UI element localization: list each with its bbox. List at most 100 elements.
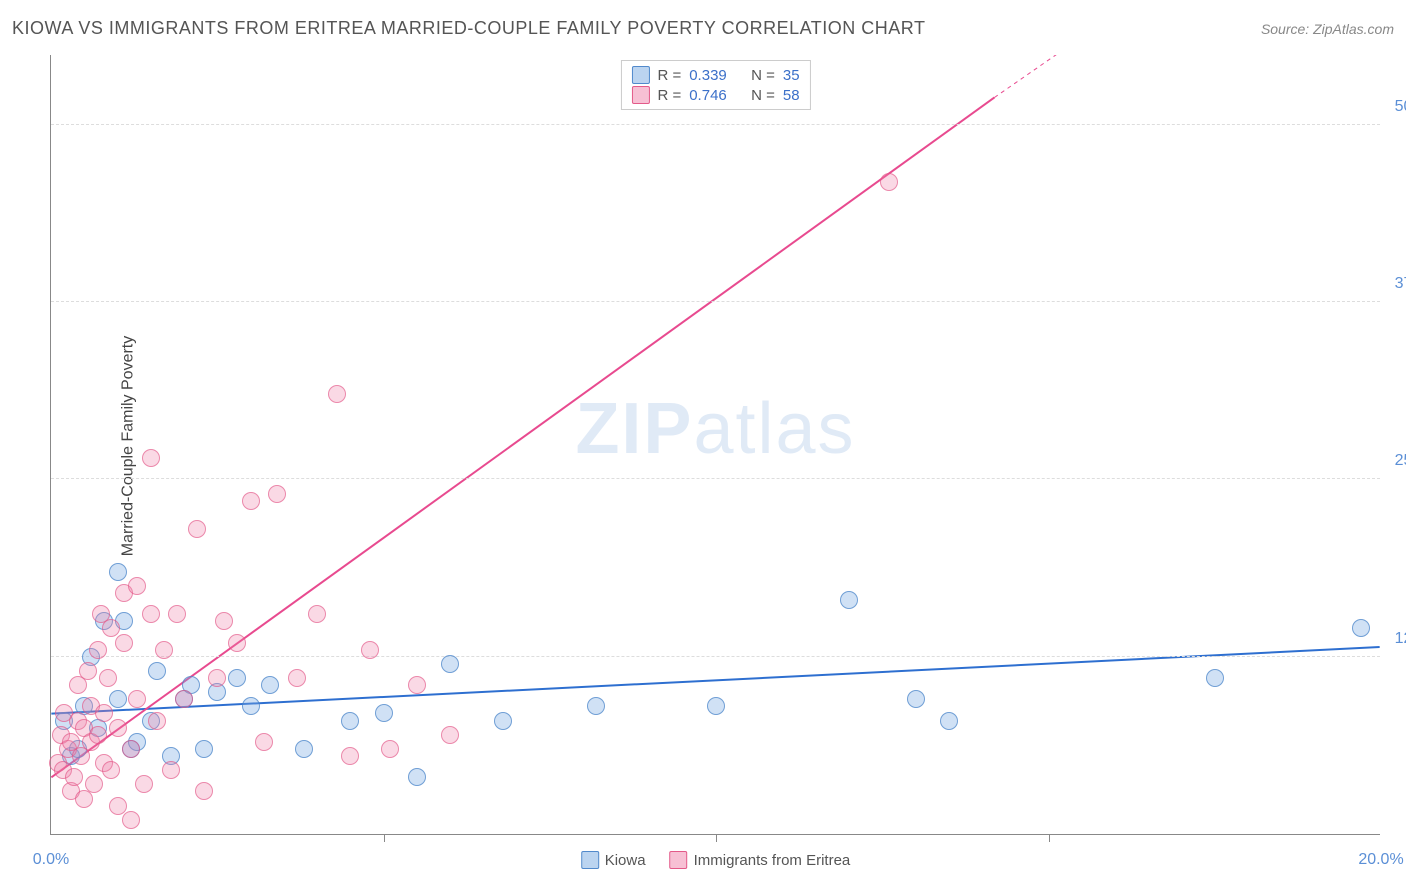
data-point	[95, 704, 113, 722]
grid-line	[51, 656, 1380, 657]
data-point	[940, 712, 958, 730]
chart-title: KIOWA VS IMMIGRANTS FROM ERITREA MARRIED…	[12, 18, 925, 39]
data-point	[375, 704, 393, 722]
data-point	[109, 690, 127, 708]
data-point	[228, 669, 246, 687]
data-point	[408, 768, 426, 786]
data-point	[1352, 619, 1370, 637]
stat-row-kiowa: R = 0.339 N = 35	[631, 65, 799, 85]
data-point	[195, 740, 213, 758]
n-label: N =	[751, 67, 775, 84]
data-point	[148, 712, 166, 730]
data-point	[295, 740, 313, 758]
data-point	[408, 676, 426, 694]
data-point	[89, 641, 107, 659]
n-label: N =	[751, 87, 775, 104]
data-point	[261, 676, 279, 694]
r-label: R =	[657, 87, 681, 104]
swatch-blue-icon	[581, 851, 599, 869]
data-point	[142, 449, 160, 467]
data-point	[148, 662, 166, 680]
data-point	[79, 662, 97, 680]
swatch-pink-icon	[670, 851, 688, 869]
grid-line	[51, 124, 1380, 125]
data-point	[122, 740, 140, 758]
data-point	[328, 385, 346, 403]
x-tick-label: 0.0%	[33, 851, 69, 869]
watermark-light: atlas	[693, 389, 855, 469]
data-point	[168, 605, 186, 623]
y-tick-label: 37.5%	[1385, 275, 1406, 293]
watermark-bold: ZIP	[575, 389, 693, 469]
legend-item-kiowa: Kiowa	[581, 851, 646, 869]
data-point	[155, 641, 173, 659]
data-point	[288, 669, 306, 687]
data-point	[162, 761, 180, 779]
data-point	[341, 712, 359, 730]
data-point	[122, 811, 140, 829]
data-point	[109, 797, 127, 815]
data-point	[880, 173, 898, 191]
data-point	[85, 775, 103, 793]
data-point	[109, 719, 127, 737]
grid-line	[51, 301, 1380, 302]
watermark: ZIPatlas	[575, 388, 855, 470]
data-point	[188, 520, 206, 538]
x-tick	[384, 834, 385, 842]
r-label: R =	[657, 67, 681, 84]
legend-label-kiowa: Kiowa	[605, 852, 646, 869]
data-point	[907, 690, 925, 708]
data-point	[215, 612, 233, 630]
data-point	[587, 697, 605, 715]
title-bar: KIOWA VS IMMIGRANTS FROM ERITREA MARRIED…	[12, 18, 1394, 39]
data-point	[242, 697, 260, 715]
data-point	[1206, 669, 1224, 687]
stat-row-eritrea: R = 0.746 N = 58	[631, 85, 799, 105]
y-tick-label: 25.0%	[1385, 452, 1406, 470]
data-point	[341, 747, 359, 765]
x-tick	[1049, 834, 1050, 842]
legend-item-eritrea: Immigrants from Eritrea	[670, 851, 851, 869]
data-point	[102, 619, 120, 637]
data-point	[99, 669, 117, 687]
data-point	[441, 726, 459, 744]
data-point	[208, 669, 226, 687]
data-point	[228, 634, 246, 652]
trend-lines-svg	[51, 55, 1380, 834]
x-tick-label: 20.0%	[1358, 851, 1403, 869]
bottom-legend: Kiowa Immigrants from Eritrea	[581, 851, 851, 869]
data-point	[175, 690, 193, 708]
grid-line	[51, 478, 1380, 479]
n-value-eritrea: 58	[783, 87, 800, 104]
swatch-pink-icon	[631, 86, 649, 104]
plot-area: ZIPatlas R = 0.339 N = 35 R = 0.746 N = …	[50, 55, 1380, 835]
data-point	[115, 634, 133, 652]
trend-line	[51, 97, 994, 777]
trend-line-dashed	[994, 55, 1127, 97]
source-label: Source: ZipAtlas.com	[1261, 21, 1394, 37]
data-point	[102, 761, 120, 779]
n-value-kiowa: 35	[783, 67, 800, 84]
data-point	[381, 740, 399, 758]
r-value-eritrea: 0.746	[689, 87, 727, 104]
data-point	[840, 591, 858, 609]
r-value-kiowa: 0.339	[689, 67, 727, 84]
data-point	[242, 492, 260, 510]
data-point	[195, 782, 213, 800]
data-point	[308, 605, 326, 623]
x-tick	[716, 834, 717, 842]
y-tick-label: 50.0%	[1385, 98, 1406, 116]
data-point	[268, 485, 286, 503]
data-point	[441, 655, 459, 673]
stat-legend: R = 0.339 N = 35 R = 0.746 N = 58	[620, 60, 810, 110]
data-point	[494, 712, 512, 730]
data-point	[109, 563, 127, 581]
data-point	[128, 690, 146, 708]
legend-label-eritrea: Immigrants from Eritrea	[694, 852, 851, 869]
data-point	[255, 733, 273, 751]
data-point	[707, 697, 725, 715]
data-point	[128, 577, 146, 595]
data-point	[361, 641, 379, 659]
data-point	[135, 775, 153, 793]
data-point	[89, 726, 107, 744]
